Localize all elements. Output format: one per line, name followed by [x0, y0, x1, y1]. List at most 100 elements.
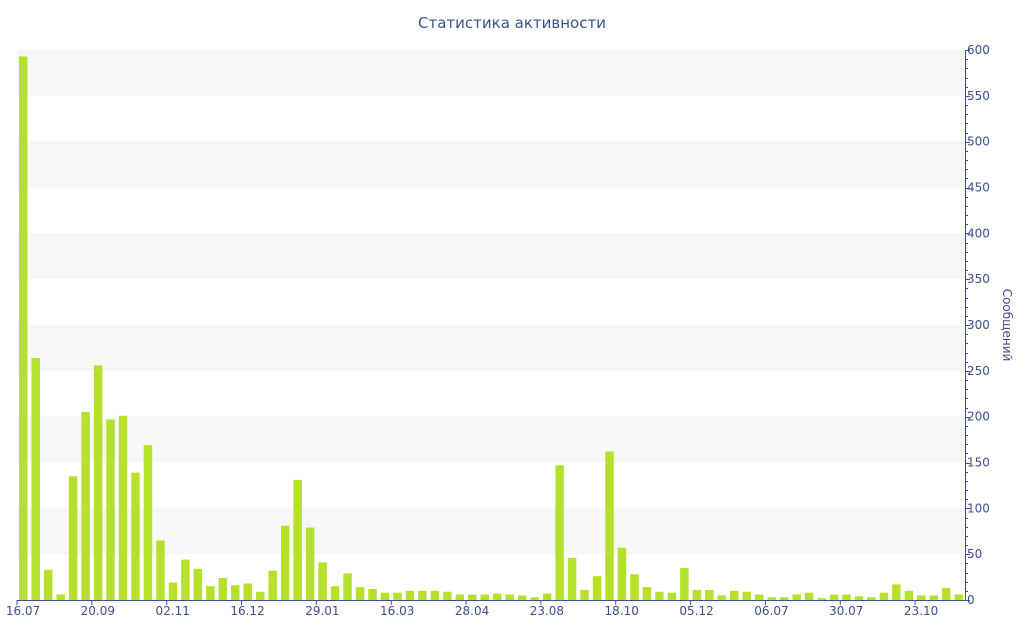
bar	[380, 592, 390, 600]
bar	[817, 598, 826, 600]
y-tick-label: 350	[967, 272, 990, 286]
bar	[655, 591, 664, 600]
bar	[829, 594, 839, 600]
bar	[143, 445, 153, 600]
bar	[942, 588, 951, 600]
y-tick-label: 0	[967, 593, 975, 607]
y-tick-label: 150	[967, 456, 990, 470]
bar	[355, 587, 365, 600]
background-bands	[17, 50, 965, 555]
bar	[293, 479, 302, 600]
bar	[567, 557, 577, 600]
grid-band	[17, 141, 965, 188]
bar	[493, 593, 502, 600]
bar	[31, 358, 40, 600]
bar	[754, 594, 764, 600]
bar	[256, 591, 265, 600]
x-tick-label: 16.03	[380, 604, 414, 618]
bar	[555, 465, 564, 600]
bar	[243, 583, 252, 600]
bar	[779, 597, 789, 600]
bar	[505, 594, 514, 600]
x-tick-label: 02.11	[156, 604, 190, 618]
bar	[954, 594, 963, 600]
bar-series	[19, 56, 963, 601]
bar	[443, 591, 452, 600]
bar	[904, 590, 914, 600]
y-axis-title: Сообщений	[1000, 289, 1014, 362]
y-tick-label: 600	[967, 43, 990, 57]
x-tick-label: 16.12	[230, 604, 264, 618]
bar	[231, 585, 240, 600]
chart-title: Статистика активности	[418, 14, 606, 32]
bar	[106, 419, 115, 600]
x-tick-label: 20.09	[81, 604, 115, 618]
bar	[804, 592, 814, 600]
bar	[480, 594, 489, 600]
x-tick-label: 23.08	[530, 604, 564, 618]
bar	[305, 527, 315, 600]
bar	[580, 589, 589, 600]
x-tick-label: 30.07	[829, 604, 863, 618]
bar	[592, 576, 602, 600]
bar	[468, 594, 477, 600]
bar	[705, 589, 714, 600]
y-tick-label: 250	[967, 364, 990, 378]
bar	[617, 547, 627, 600]
bar	[81, 412, 90, 600]
x-tick-label: 18.10	[605, 604, 639, 618]
bar	[430, 590, 440, 600]
bar	[867, 597, 876, 600]
bar	[418, 590, 427, 600]
x-tick-label: 23.10	[904, 604, 938, 618]
bar	[842, 594, 851, 600]
grid-band	[17, 416, 965, 463]
bar	[268, 570, 277, 600]
y-axis: 0 50 100 150 200 250 300 350 400 450 500 550 600	[965, 43, 990, 607]
bar	[605, 451, 614, 600]
bar	[206, 586, 215, 600]
bar	[181, 559, 190, 600]
bar	[792, 594, 801, 600]
bar	[917, 595, 926, 600]
bar	[680, 567, 689, 600]
y-tick-label: 550	[967, 89, 990, 103]
bar	[368, 589, 377, 600]
grid-band	[17, 325, 965, 371]
bar	[68, 476, 78, 600]
y-tick-label: 300	[967, 318, 990, 332]
bar	[854, 596, 864, 600]
grid-band	[17, 508, 965, 555]
y-tick-label: 450	[967, 181, 990, 195]
bar	[56, 594, 65, 600]
x-tick-label: 29.01	[305, 604, 339, 618]
bar	[280, 525, 290, 600]
bar	[343, 573, 352, 600]
y-tick-label: 50	[967, 547, 982, 561]
bar	[730, 590, 739, 600]
bar	[667, 592, 677, 600]
bar	[892, 584, 901, 600]
y-tick-label: 200	[967, 410, 990, 424]
bar	[767, 597, 776, 600]
bar	[393, 592, 402, 600]
bar	[43, 569, 53, 600]
bar	[929, 595, 939, 600]
y-tick-label: 400	[967, 226, 990, 240]
bar	[542, 593, 552, 600]
bar	[118, 415, 128, 600]
bar	[168, 582, 178, 600]
bar	[93, 365, 103, 600]
bar	[879, 592, 889, 600]
bar	[405, 590, 415, 600]
bar	[717, 595, 726, 600]
x-tick-label: 05.12	[679, 604, 713, 618]
x-tick-label: 16.07	[6, 604, 40, 618]
y-tick-label: 500	[967, 135, 990, 149]
x-axis: 16.07 20.09 02.11 16.12 29.01 16.03 28.04 23.08…	[6, 600, 965, 618]
bar	[530, 597, 539, 600]
bar	[330, 586, 340, 600]
grid-band	[17, 233, 965, 280]
grid-band	[17, 50, 965, 96]
